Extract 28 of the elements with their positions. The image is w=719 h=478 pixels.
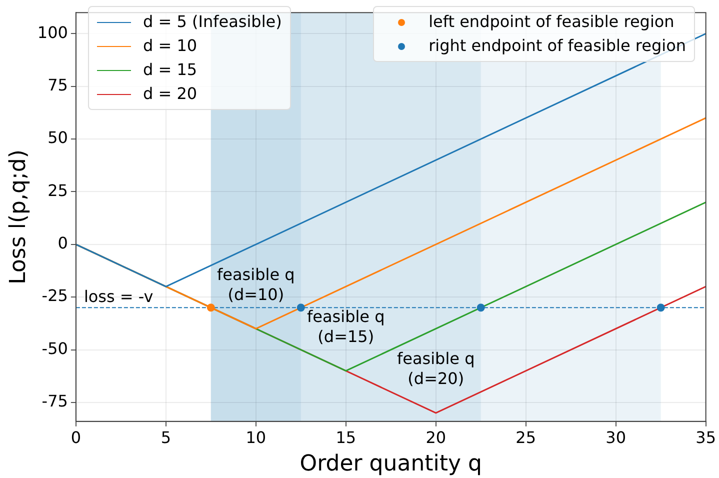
y-tick-label: -50 bbox=[42, 338, 68, 358]
x-tick-label: 10 bbox=[246, 428, 266, 448]
y-axis-title: Loss l(p,q;d) bbox=[6, 150, 31, 284]
y-tick-label: 75 bbox=[48, 76, 68, 95]
y-tick-label: 100 bbox=[37, 22, 68, 42]
legend-label: right endpoint of feasible region bbox=[428, 35, 686, 57]
y-tick-label: -25 bbox=[42, 286, 68, 306]
x-axis-title: Order quantity q bbox=[300, 452, 482, 477]
legend-label: d = 10 bbox=[143, 35, 198, 57]
x-tick-label: 0 bbox=[70, 428, 82, 448]
band-label: feasible q (d=15) bbox=[307, 306, 385, 346]
x-tick-label: 15 bbox=[336, 428, 356, 448]
legend-label: d = 20 bbox=[143, 83, 198, 105]
legend-label: left endpoint of feasible region bbox=[428, 11, 674, 33]
x-tick-label: 35 bbox=[696, 428, 716, 448]
band-label: feasible q (d=10) bbox=[217, 264, 295, 304]
band-label: feasible q (d=20) bbox=[396, 348, 475, 388]
y-tick-label: 25 bbox=[48, 180, 68, 200]
x-tick-label: 25 bbox=[516, 428, 536, 448]
y-tick-label: 50 bbox=[48, 128, 68, 148]
y-tick-label: 0 bbox=[58, 234, 68, 253]
x-tick-label: 20 bbox=[426, 428, 446, 448]
ref-line-label: loss = -v bbox=[84, 286, 154, 306]
y-tick-label: -75 bbox=[42, 392, 68, 411]
x-tick-label: 30 bbox=[606, 428, 626, 448]
legend-label: d = 5 (Infeasible) bbox=[143, 11, 282, 33]
legend-label: d = 15 bbox=[143, 59, 198, 81]
x-tick-label: 5 bbox=[160, 428, 172, 448]
